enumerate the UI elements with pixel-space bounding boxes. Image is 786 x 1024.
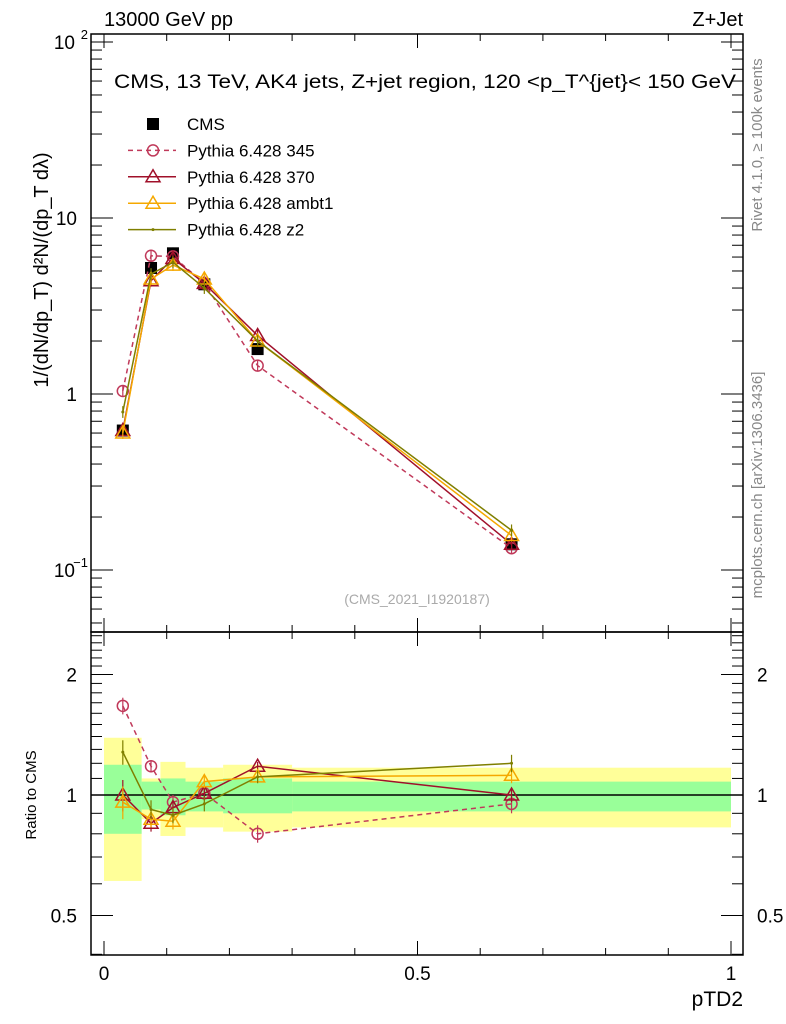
- ratio-point: [144, 759, 158, 773]
- ratio-point: [114, 793, 132, 808]
- ratio-point: [503, 766, 520, 782]
- data-point: [145, 261, 158, 274]
- y-tick-label: 10: [54, 561, 75, 582]
- ratio-line-3: [122, 751, 512, 817]
- ratio-y-tick-label: 1: [66, 786, 77, 807]
- x-tick-label: 0: [99, 964, 110, 985]
- ratio-line-2: [122, 774, 512, 823]
- legend-marker: [144, 168, 162, 183]
- series-line-3: [122, 264, 513, 537]
- data-point: [251, 343, 264, 356]
- data-point: [202, 286, 206, 290]
- data-point: [114, 424, 132, 439]
- ratio-point: [142, 810, 160, 825]
- legend-marker: [151, 228, 155, 232]
- data-point: [503, 535, 520, 551]
- ratio-y-tick-label: 2: [66, 666, 77, 687]
- ratio-point: [116, 699, 130, 713]
- ratio-y-tick-label-right: 2: [757, 666, 768, 687]
- ratio-y-tick-label-right: 0.5: [757, 907, 783, 928]
- plot-title: CMS, 13 TeV, AK4 jets, Z+jet region, 120…: [114, 72, 736, 93]
- ratio-point: [164, 812, 182, 827]
- data-point: [503, 527, 520, 542]
- ratio-line-0: [122, 705, 512, 835]
- series-line-2: [122, 257, 513, 545]
- legend-entry: Pythia 6.428 345: [187, 141, 315, 160]
- series-line-1: [122, 255, 512, 549]
- y-tick-label-exponent: 2: [81, 27, 88, 42]
- ratio-point: [202, 802, 206, 806]
- y-tick-label: 10: [56, 209, 77, 230]
- y-tick-label: 10: [54, 33, 75, 54]
- x-tick-label: 1: [726, 964, 737, 985]
- ratio-point: [503, 786, 520, 801]
- ratio-point: [142, 814, 160, 830]
- analysis-watermark: (CMS_2021_I1920187): [344, 591, 490, 607]
- rivet-version-label: Rivet 4.1.0, ≥ 100k events: [749, 58, 766, 231]
- legend-entry: Pythia 6.428 z2: [187, 221, 304, 240]
- data-point: [256, 339, 260, 343]
- x-axis-label: pTD2: [692, 988, 743, 1011]
- data-point: [142, 270, 160, 285]
- legend-marker: [147, 118, 159, 130]
- ratio-y-tick-label-right: 1: [757, 786, 768, 807]
- legend-marker: [144, 194, 162, 209]
- y-tick-label-exponent: −1: [73, 555, 88, 570]
- data-point: [142, 272, 160, 287]
- ratio-y-tick-label: 0.5: [51, 907, 77, 928]
- legend-entry: Pythia 6.428 370: [187, 168, 315, 187]
- series-line-4: [122, 261, 512, 531]
- ratio-y-axis-label: Ratio to CMS: [23, 750, 40, 839]
- ratio-point: [251, 827, 264, 841]
- mcplots-label: mcplots.cern.ch [arXiv:1306.3436]: [749, 372, 766, 599]
- data-point: [116, 384, 130, 398]
- header-beam-info: 13000 GeV pp: [104, 9, 233, 31]
- ratio-point: [171, 813, 175, 817]
- ratio-point: [196, 773, 213, 788]
- data-point: [171, 260, 175, 264]
- x-tick-label: 0.5: [404, 964, 430, 985]
- legend-entry: Pythia 6.428 ambt1: [187, 194, 333, 213]
- data-point: [144, 249, 158, 263]
- legend-entry: CMS: [187, 115, 225, 134]
- band-stat-uncertainty: [223, 778, 293, 814]
- ratio-point: [149, 807, 153, 811]
- data-point: [149, 272, 153, 276]
- y-axis-label: 1/(dN/dp_T) d²N/(dp_T dλ): [31, 152, 53, 387]
- ratio-point: [121, 750, 125, 754]
- ratio-point: [510, 761, 514, 765]
- legend-marker: [146, 144, 160, 157]
- y-tick-label: 1: [66, 385, 77, 406]
- header-process: Z+Jet: [692, 9, 743, 31]
- data-point: [121, 410, 125, 414]
- ratio-point: [256, 775, 260, 779]
- data-point: [510, 528, 514, 532]
- data-point: [251, 359, 264, 372]
